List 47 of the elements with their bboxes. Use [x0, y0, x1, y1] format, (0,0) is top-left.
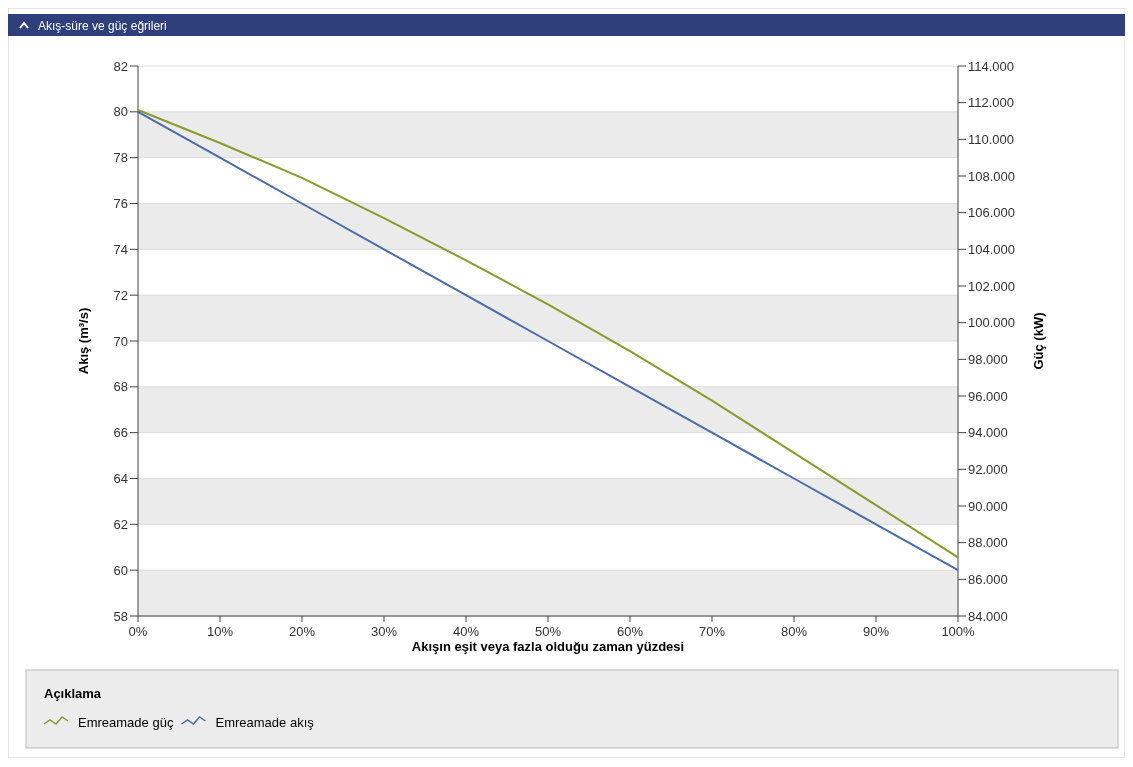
- y2-tick-label: 94.000: [968, 425, 1008, 441]
- legend-title: Açıklama: [44, 686, 102, 701]
- y2-tick-label: 114.000: [968, 58, 1015, 74]
- y2-tick-label: 106.000: [968, 205, 1015, 221]
- y2-tick-label: 98.000: [968, 351, 1008, 367]
- y-tick-label: 78: [113, 150, 128, 166]
- legend-label: Emreamade güç: [78, 715, 174, 730]
- y-tick-label: 68: [113, 379, 128, 395]
- y-axis-title: Akış (m³/s): [76, 307, 91, 375]
- y-tick-label: 80: [113, 104, 128, 120]
- y-tick-label: 72: [113, 287, 128, 303]
- x-tick-label: 10%: [206, 624, 234, 639]
- x-tick-label: 0%: [128, 624, 148, 639]
- y-tick-label: 74: [113, 241, 128, 257]
- y-tick-label: 58: [113, 608, 128, 624]
- y2-axis-title: Güç (kW): [1031, 312, 1046, 370]
- y2-tick-label: 104.000: [968, 241, 1015, 257]
- y-tick-label: 76: [113, 196, 128, 212]
- y2-tick-label: 92.000: [968, 461, 1008, 477]
- x-tick-label: 60%: [616, 624, 644, 639]
- y2-tick-label: 100.000: [968, 315, 1015, 331]
- x-tick-label: 70%: [698, 624, 726, 639]
- y-tick-label: 66: [113, 425, 128, 441]
- y-tick-label: 64: [113, 471, 128, 487]
- y-tick-label: 60: [113, 562, 128, 578]
- y2-tick-label: 84.000: [968, 608, 1008, 624]
- y2-tick-label: 110.000: [968, 131, 1015, 147]
- y2-tick-label: 90.000: [968, 498, 1008, 514]
- y2-tick-label: 102.000: [968, 278, 1015, 294]
- y2-tick-label: 88.000: [968, 535, 1008, 551]
- x-tick-label: 80%: [780, 624, 808, 639]
- y2-tick-label: 86.000: [968, 571, 1008, 587]
- y2-tick-label: 96.000: [968, 388, 1008, 404]
- x-axis-title: Akışın eşit veya fazla olduğu zaman yüzdesi: [411, 639, 685, 654]
- y-tick-label: 62: [113, 516, 128, 532]
- y-tick-label: 82: [113, 58, 128, 74]
- x-tick-label: 90%: [862, 624, 890, 639]
- y2-tick-label: 108.000: [968, 168, 1015, 184]
- chart-title: Akış-süre ve güç eğrileri: [38, 19, 167, 33]
- x-tick-label: 50%: [534, 624, 562, 639]
- legend-label: Emreamade akış: [215, 715, 315, 730]
- x-tick-label: 20%: [288, 624, 316, 639]
- x-tick-label: 30%: [370, 624, 398, 639]
- x-tick-label: 100%: [941, 624, 976, 639]
- y2-tick-label: 112.000: [968, 95, 1015, 111]
- x-tick-label: 40%: [452, 624, 480, 639]
- y-tick-label: 70: [113, 333, 128, 349]
